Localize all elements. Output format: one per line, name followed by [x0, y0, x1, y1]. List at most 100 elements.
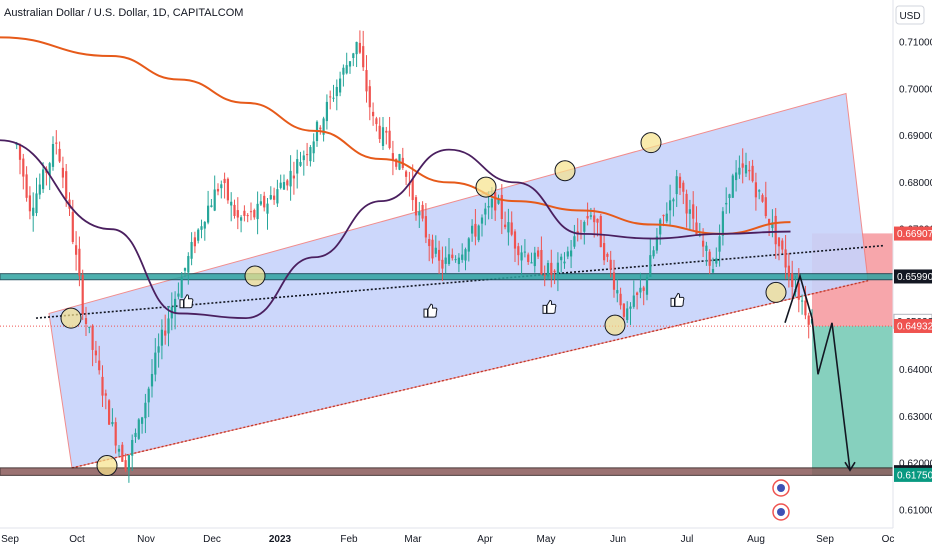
candle-down [375, 118, 378, 125]
price-tag-label: 0.61750 [897, 470, 932, 481]
candle-up [530, 262, 533, 264]
candle-up [207, 205, 210, 223]
x-tick-label: 2023 [269, 534, 292, 545]
candle-up [721, 211, 724, 236]
candle-up [490, 198, 493, 208]
candle-down [428, 239, 431, 247]
x-tick-label: Nov [137, 534, 155, 545]
candle-down [405, 171, 408, 177]
y-tick-label: 0.68000 [899, 178, 932, 189]
candle-down [55, 142, 58, 144]
candle-down [787, 265, 790, 277]
candle-down [263, 195, 266, 208]
x-tick-label: May [537, 534, 556, 545]
candle-down [431, 239, 434, 259]
candle-up [180, 277, 183, 298]
candle-down [527, 254, 530, 262]
thumbs-up-cuff [670, 297, 675, 307]
price-tag-label: 0.66907 [897, 229, 932, 240]
candle-up [771, 222, 774, 229]
candle-up [289, 170, 292, 187]
thumbs-up-cuff [542, 304, 547, 314]
candle-down [438, 249, 441, 261]
candle-down [424, 216, 427, 238]
candle-up [801, 300, 804, 302]
candle-down [517, 246, 520, 256]
candle-up [302, 155, 305, 161]
candle-down [586, 216, 589, 219]
currency-button[interactable]: USD [899, 11, 920, 22]
candle-up [418, 211, 421, 216]
x-tick-label: Oc [882, 534, 895, 545]
candle-up [213, 189, 216, 211]
candle-up [309, 147, 312, 162]
candle-up [154, 352, 157, 375]
candle-up [51, 143, 55, 167]
candle-up [731, 175, 734, 198]
candle-up [88, 326, 91, 328]
candle-down [395, 158, 398, 167]
candle-down [18, 144, 22, 160]
candle-down [708, 251, 711, 266]
candle-up [15, 143, 18, 146]
candle-up [220, 184, 223, 189]
candle-down [391, 153, 394, 161]
take-profit-zone [812, 326, 893, 475]
candle-down [246, 215, 249, 217]
candle-up [190, 241, 193, 259]
candle-down [411, 178, 414, 201]
candle-down [249, 211, 253, 213]
price-tag-label: 0.65990 [897, 272, 932, 283]
candle-down [164, 330, 167, 336]
candle-down [599, 216, 602, 248]
trend-channel [48, 92, 869, 469]
candle-up [546, 262, 550, 277]
thumbs-up-icon [423, 303, 438, 318]
currency-button-frame [895, 5, 925, 25]
chart-title: Australian Dollar / U.S. Dollar, 1D, CAP… [4, 7, 243, 19]
candle-up [738, 167, 741, 175]
economic-event-flag-icon [777, 508, 785, 516]
candle-down [273, 195, 276, 200]
candle-down [91, 325, 94, 350]
candle-down [104, 393, 107, 396]
candle-up [484, 208, 487, 215]
candle-down [662, 214, 665, 217]
candle-down [593, 215, 596, 223]
x-tick-label: Sep [816, 534, 834, 545]
candle-down [441, 259, 444, 269]
candle-up [339, 78, 342, 93]
candle-up [332, 97, 335, 99]
candle-up [312, 141, 315, 154]
y-tick-label: 0.70000 [899, 84, 932, 95]
candle-down [543, 274, 546, 276]
candle-up [348, 61, 352, 67]
candle-up [282, 182, 286, 190]
candle-up [533, 252, 536, 267]
touch-point-marker [765, 281, 787, 303]
candle-down [286, 180, 289, 186]
candle-up [335, 86, 338, 97]
major-support-band [0, 467, 894, 476]
candle-down [75, 245, 78, 255]
candle-down [58, 148, 61, 162]
candle-down [421, 204, 424, 219]
price-tag-box [894, 467, 932, 482]
candle-down [537, 250, 540, 257]
candle-down [781, 240, 784, 250]
candle-up [197, 229, 200, 241]
candle-up [744, 164, 748, 174]
candle-down [678, 176, 682, 189]
x-tick-label: Jul [681, 534, 694, 545]
channel-upper-dotted-line [35, 244, 885, 319]
candle-down [741, 163, 744, 168]
candle-down [28, 195, 31, 212]
candle-down [777, 237, 781, 247]
candle-up [111, 422, 114, 425]
candle-up [705, 245, 708, 252]
candle-down [791, 273, 794, 288]
candle-up [497, 198, 500, 204]
candle-up [573, 236, 576, 247]
